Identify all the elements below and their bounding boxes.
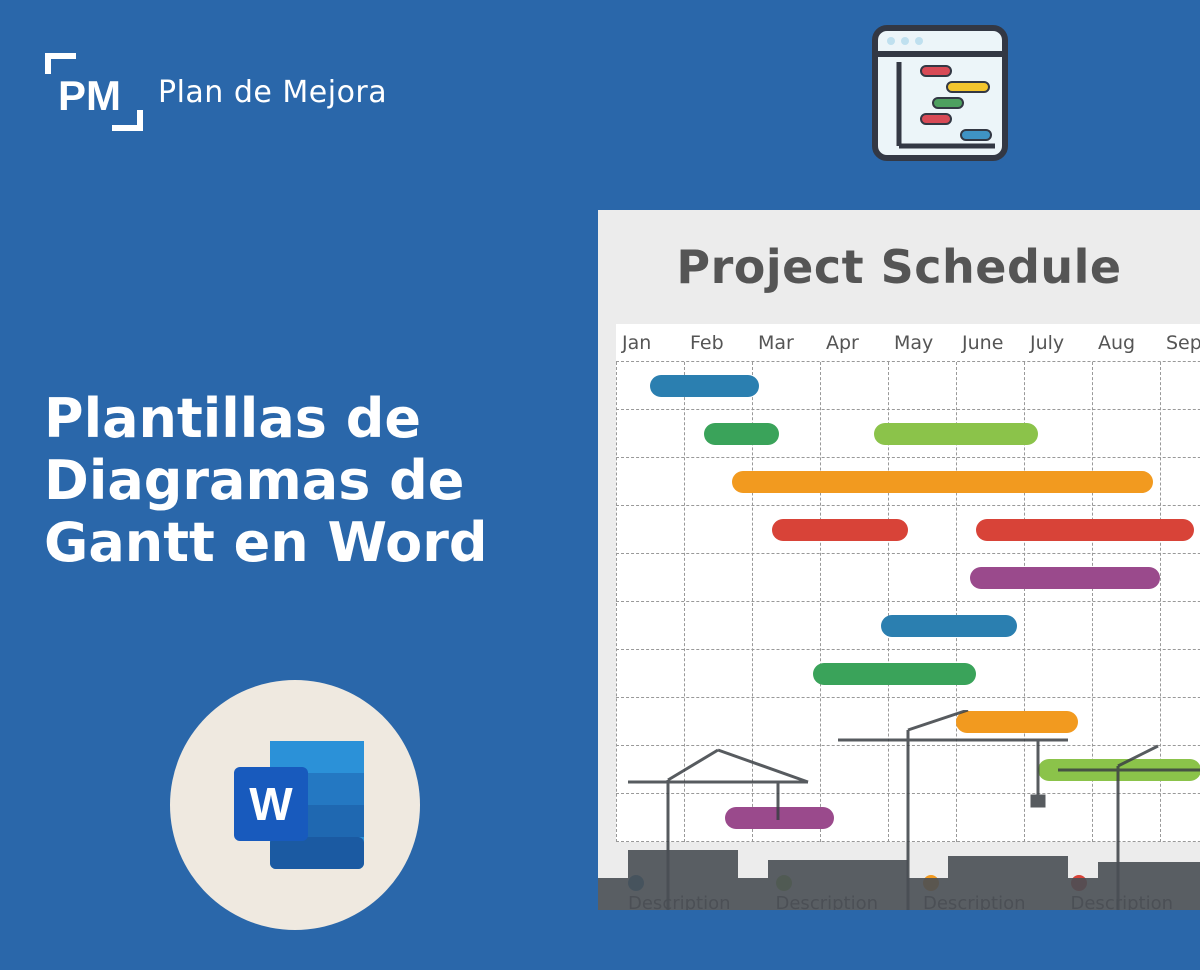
legend-item: Description — [1071, 872, 1181, 910]
gantt-bar — [881, 615, 1017, 637]
project-schedule-chart: JanFebMarAprMayJuneJulyAugSep — [616, 324, 1200, 842]
month-label: July — [1024, 332, 1092, 354]
month-label: Jan — [616, 332, 684, 354]
legend-dot-icon — [1071, 875, 1087, 891]
gantt-bar — [956, 711, 1078, 733]
gantt-bar — [1038, 759, 1200, 781]
project-schedule-legend: Description Description Description Descrip… — [598, 842, 1200, 910]
legend-label: Description — [628, 893, 731, 910]
page-title: Plantillas de Diagramas de Gantt en Word — [44, 388, 564, 574]
gantt-bar — [772, 519, 908, 541]
gantt-bar — [725, 807, 834, 829]
gantt-bar — [732, 471, 1154, 493]
gantt-bar — [976, 519, 1194, 541]
gantt-bar — [704, 423, 779, 445]
project-schedule-months: JanFebMarAprMayJuneJulyAugSep — [616, 324, 1200, 362]
project-schedule-card: Project Schedule JanFebMarAprMayJuneJuly… — [598, 210, 1200, 910]
brand-logo: PM Plan de Mejora — [44, 52, 387, 132]
brand-name: Plan de Mejora — [158, 75, 387, 110]
legend-dot-icon — [923, 875, 939, 891]
gantt-bar — [970, 567, 1160, 589]
ms-word-icon: W — [220, 735, 370, 875]
project-schedule-grid — [616, 362, 1200, 842]
logo-mark-icon: PM — [44, 52, 144, 132]
month-label: Feb — [684, 332, 752, 354]
legend-item: Description — [776, 872, 886, 910]
project-schedule-title: Project Schedule — [598, 240, 1200, 294]
gantt-bar — [813, 663, 976, 685]
legend-label: Description — [776, 893, 879, 910]
gantt-chart-icon — [865, 18, 1015, 168]
month-label: May — [888, 332, 956, 354]
legend-label: Description — [923, 893, 1026, 910]
gantt-bar — [650, 375, 759, 397]
month-label: June — [956, 332, 1024, 354]
gantt-bar — [874, 423, 1037, 445]
legend-dot-icon — [776, 875, 792, 891]
legend-item: Description — [923, 872, 1033, 910]
month-label: Mar — [752, 332, 820, 354]
legend-dot-icon — [628, 875, 644, 891]
gantt-row — [616, 794, 1200, 842]
word-app-badge: W — [170, 680, 420, 930]
legend-label: Description — [1071, 893, 1174, 910]
svg-text:PM: PM — [58, 72, 121, 119]
gantt-row — [616, 698, 1200, 746]
legend-item: Description — [628, 872, 738, 910]
word-icon-letter: W — [249, 778, 293, 830]
month-label: Sep — [1160, 332, 1200, 354]
month-label: Aug — [1092, 332, 1160, 354]
month-label: Apr — [820, 332, 888, 354]
